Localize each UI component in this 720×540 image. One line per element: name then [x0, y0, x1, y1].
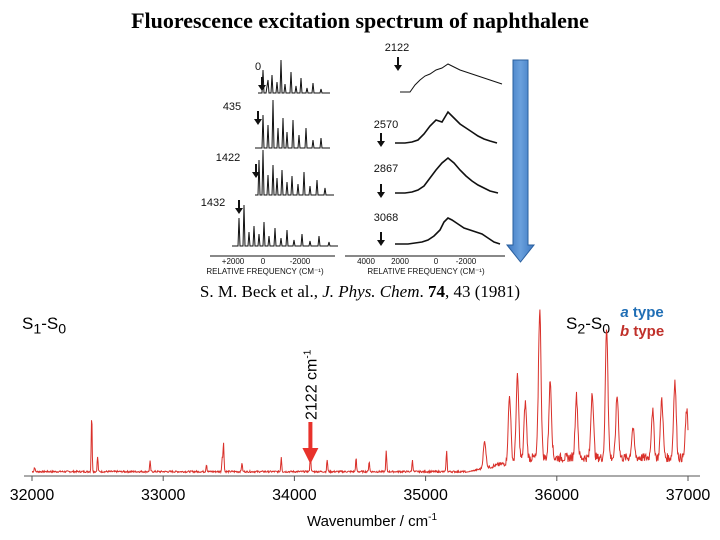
legend-a-type: a type: [620, 304, 664, 321]
x-ticks: [31, 476, 689, 481]
inset-label-1422: 1422: [216, 152, 240, 164]
inset-trace-2122: [400, 63, 503, 93]
inset-label-0: 0: [255, 61, 261, 73]
inset-left-axis-label: RELATIVE FREQUENCY (CM⁻¹): [206, 267, 324, 276]
arrow-1432: [235, 200, 243, 214]
arrow-3068: [377, 232, 385, 246]
inset-figure: 0 435 1422 1432 2122 2570 2867 3068 +200…: [201, 42, 536, 276]
inset-trace-435: [255, 99, 330, 149]
inset-left-tick-0: +2000: [222, 257, 245, 266]
inset-label-2570: 2570: [374, 119, 398, 131]
arrow-1422: [252, 164, 260, 178]
x-tick-label-36000: 36000: [535, 487, 580, 504]
inset-trace-3068: [395, 217, 501, 245]
inset-label-1432: 1432: [201, 197, 225, 209]
x-tick-label-32000: 32000: [10, 487, 55, 504]
inset-trace-1432: [232, 204, 338, 247]
s1-s0-label: S1-S0: [22, 314, 67, 338]
legend: a type b type: [620, 303, 664, 341]
inset-right-tick-0: 4000: [357, 257, 375, 266]
x-tick-label-33000: 33000: [141, 487, 186, 504]
inset-left-panel: [232, 59, 338, 247]
inset-trace-2867: [395, 156, 499, 194]
inset-left-tick-1: 0: [261, 257, 266, 266]
marker-arrow-head: [302, 448, 319, 464]
inset-label-2867: 2867: [374, 163, 398, 175]
inset-label-3068: 3068: [374, 212, 398, 224]
legend-b-type: b type: [620, 323, 665, 340]
inset-right-tick-1: 2000: [391, 257, 409, 266]
inset-label-2122: 2122: [385, 42, 409, 54]
x-tick-label-37000: 37000: [666, 487, 711, 504]
arrow-0: [258, 77, 266, 91]
inset-right-tick-3: -2000: [456, 257, 477, 266]
inset-trace-1422: [255, 149, 334, 196]
x-tick-labels: 32000 33000 34000 35000 36000 37000: [10, 487, 711, 504]
x-tick-label-34000: 34000: [272, 487, 317, 504]
marker-2122: 2122 cm-1: [302, 349, 320, 464]
x-tick-label-35000: 35000: [403, 487, 448, 504]
spectrum-trace: [31, 309, 689, 475]
citation: S. M. Beck et al., J. Phys. Chem. 74, 43…: [199, 282, 521, 301]
x-axis-label: Wavenumber / cm-1: [307, 512, 437, 530]
inset-trace-0: [258, 59, 330, 94]
arrow-435: [254, 111, 262, 125]
arrow-2867: [377, 184, 385, 198]
arrow-2570: [377, 133, 385, 147]
excitation-arrow-icon: [505, 59, 536, 263]
inset-right-panel: [395, 63, 503, 245]
inset-left-tick-2: -2000: [290, 257, 311, 266]
inset-right-axis-label: RELATIVE FREQUENCY (CM⁻¹): [367, 267, 485, 276]
inset-label-435: 435: [223, 101, 241, 113]
arrow-2122: [394, 57, 402, 71]
marker-label: 2122 cm-1: [302, 349, 320, 420]
inset-trace-2570: [395, 110, 498, 144]
page-title: Fluorescence excitation spectrum of naph…: [131, 8, 589, 33]
inset-arrows: [235, 57, 402, 246]
inset-right-tick-2: 0: [434, 257, 439, 266]
s2-s0-label: S2-S0: [566, 314, 611, 338]
